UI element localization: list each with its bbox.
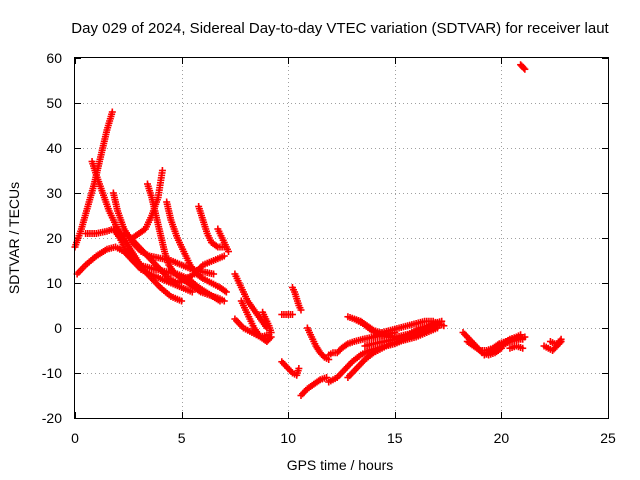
data-point	[517, 331, 525, 339]
y-tick-label: 30	[46, 185, 62, 201]
y-tick-label: 0	[54, 320, 62, 336]
data-point	[297, 306, 305, 314]
plot-frame	[74, 57, 609, 419]
series-sat-s	[297, 374, 331, 399]
data-points	[71, 61, 565, 399]
series-sat-r	[278, 358, 303, 379]
data-point	[323, 374, 331, 381]
data-point	[295, 365, 303, 372]
y-tick-label: 50	[46, 95, 62, 111]
data-point	[178, 297, 186, 305]
x-tick-label: 25	[600, 430, 616, 446]
data-point	[440, 322, 448, 330]
y-tick-label: 20	[46, 230, 62, 246]
series-sat-g	[129, 167, 166, 242]
series-sat-af	[506, 342, 527, 352]
grid-lines	[75, 58, 608, 418]
y-tick-label: 10	[46, 275, 62, 291]
x-tick-label: 10	[280, 430, 296, 446]
axis-ticks: 0 5 10 15 20 25 -20 -10 0 10 20 30 40 50 60	[42, 50, 616, 446]
data-point	[557, 338, 565, 345]
series-sat-o	[259, 308, 275, 336]
data-point	[220, 297, 228, 305]
y-tick-label: 40	[46, 140, 62, 156]
y-tick-label: -10	[42, 365, 62, 381]
series-sat-ae	[493, 331, 525, 352]
data-point	[556, 339, 564, 347]
x-tick-label: 20	[494, 430, 510, 446]
series-sat-p	[288, 284, 305, 314]
data-point	[520, 64, 528, 72]
data-point	[521, 65, 529, 73]
series-sat-aa	[369, 317, 441, 341]
series-sat-k	[214, 225, 233, 255]
data-point	[519, 344, 527, 352]
chart-title: Day 029 of 2024, Sidereal Day-to-day VTE…	[71, 20, 609, 37]
series-sat-n	[237, 297, 275, 345]
data-point	[222, 288, 230, 296]
data-point	[220, 252, 228, 260]
data-point	[266, 335, 274, 342]
x-tick-label: 0	[71, 430, 79, 446]
data-point	[108, 108, 116, 116]
x-tick-label: 15	[387, 430, 403, 446]
data-point	[158, 167, 166, 174]
series-sat-ag	[517, 61, 529, 73]
series-sat-ai	[546, 338, 565, 348]
x-axis-label: GPS time / hours	[287, 457, 394, 473]
data-point	[433, 320, 441, 327]
series-sat-c	[73, 243, 196, 296]
data-point	[225, 248, 233, 255]
series-sat-q	[278, 311, 296, 318]
series-sat-l	[231, 270, 271, 332]
data-point	[210, 270, 218, 278]
data-point	[267, 329, 275, 336]
y-axis-label: SDTVAR / TECUs	[6, 182, 22, 294]
x-tick-label: 5	[178, 430, 186, 446]
y-tick-label: 60	[46, 50, 62, 66]
y-tick-label: -20	[42, 410, 62, 426]
data-point	[288, 311, 296, 318]
data-point	[521, 333, 529, 341]
series-sat-i	[163, 198, 230, 296]
